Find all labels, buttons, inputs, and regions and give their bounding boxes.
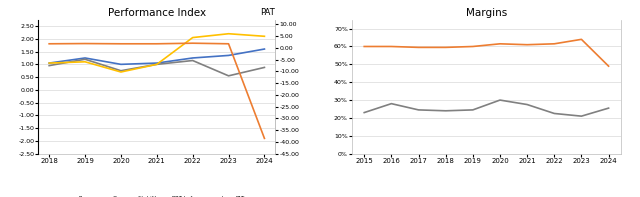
Legend: Revenue, Gross profitability, PBT before unusual, PAT: Revenue, Gross profitability, PBT before… [67, 194, 247, 197]
Title: Margins: Margins [466, 7, 507, 18]
Title: Performance Index: Performance Index [108, 7, 206, 18]
Text: PAT: PAT [260, 8, 275, 17]
Legend: GP margin, SGA margin: GP margin, SGA margin [435, 194, 538, 197]
